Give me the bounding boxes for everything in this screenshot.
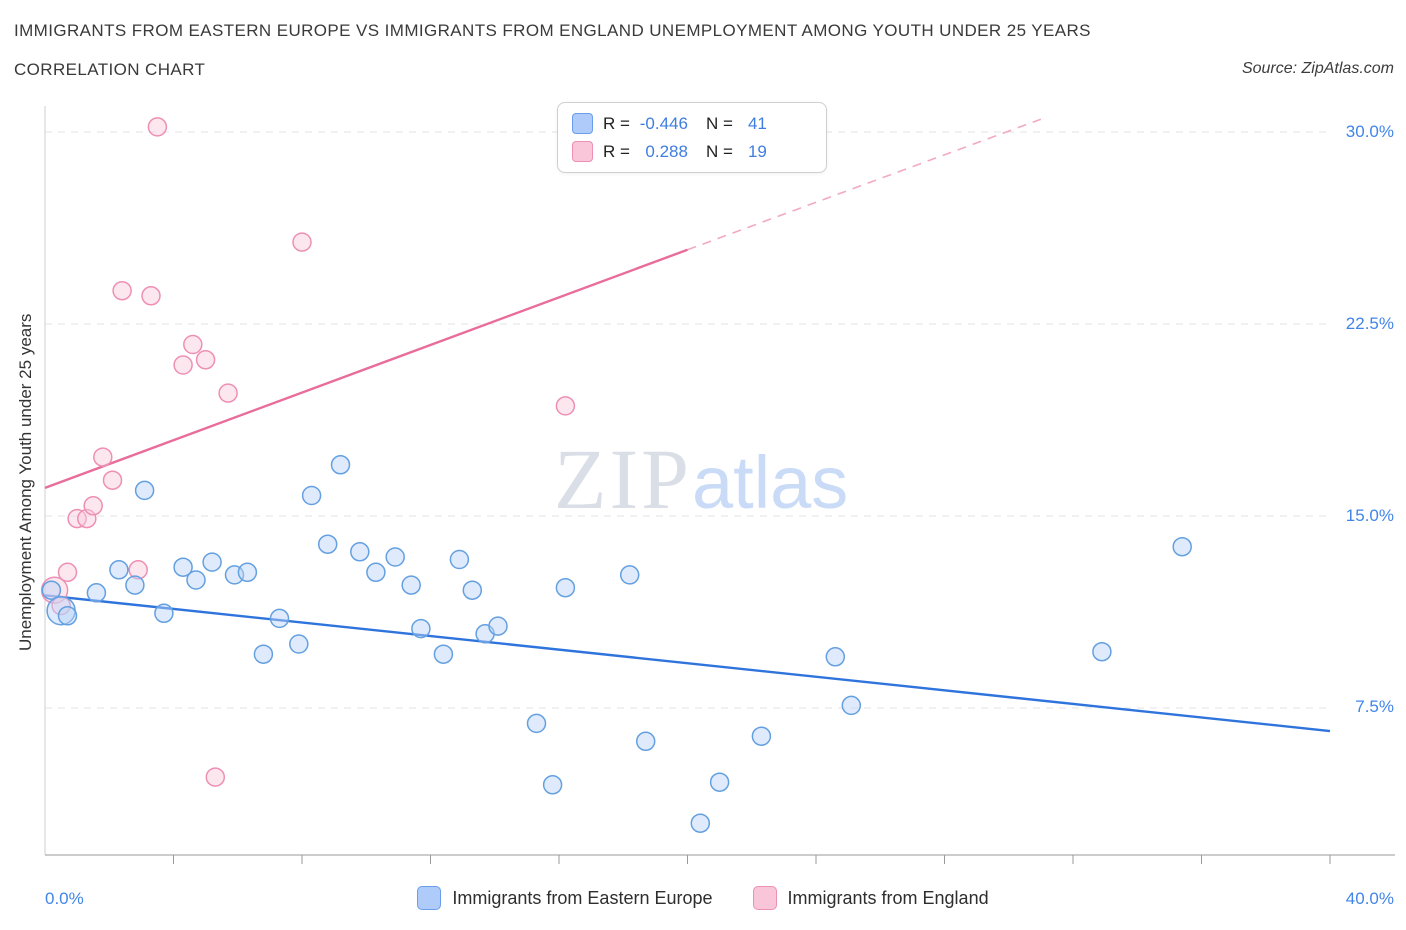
y-tick-label-15: 15.0% — [1345, 506, 1394, 525]
scatter-point — [125, 575, 145, 595]
n-value: 41 — [747, 113, 767, 133]
scatter-point — [526, 713, 547, 734]
scatter-point — [825, 647, 846, 667]
x-tick-label-40: 40.0% — [1345, 889, 1394, 908]
scatter-point — [102, 470, 123, 490]
scatter-point — [433, 644, 454, 664]
scatter-point — [112, 280, 132, 301]
y-tick-label-22-5: 22.5% — [1345, 314, 1394, 333]
scatter-point — [1092, 641, 1112, 662]
n-value: 19 — [747, 141, 767, 161]
pink-legend-swatch-icon — [752, 886, 777, 910]
correlation-row-england: R = 0.288 N = 19 — [572, 141, 812, 162]
n-label: N = — [705, 113, 733, 133]
legend-label: Immigrants from Eastern Europe — [452, 887, 713, 908]
scatter-point — [289, 634, 309, 654]
r-value: -0.446 — [639, 113, 688, 133]
scatter-point — [401, 575, 421, 595]
scatter-point — [186, 570, 206, 590]
blue-legend-swatch-icon — [417, 886, 442, 910]
scatter-point — [462, 580, 483, 600]
correlation-legend-box: R = -0.446 N = 41 R = 0.288 N = 19 — [557, 102, 827, 173]
scatter-point — [690, 813, 711, 833]
scatter-point — [1172, 536, 1192, 557]
scatter-point — [83, 496, 103, 516]
scatter-point — [350, 542, 370, 562]
scatter-point — [751, 726, 772, 746]
scatter-point — [841, 695, 862, 716]
scatter-point — [330, 455, 351, 475]
n-label: N = — [705, 141, 733, 161]
pink-series-swatch-icon — [572, 141, 593, 162]
watermark-zip: ZIP — [554, 431, 692, 527]
scatter-point — [205, 767, 226, 787]
r-value: 0.288 — [645, 141, 688, 161]
scatter-point — [141, 286, 161, 306]
scatter-point — [57, 606, 78, 626]
chart-title: IMMIGRANTS FROM EASTERN EUROPE VS IMMIGR… — [14, 21, 1091, 40]
chart-subtitle: CORRELATION CHART — [14, 60, 206, 79]
scatter-point — [134, 480, 155, 501]
scatter-point — [173, 355, 193, 375]
scatter-point — [411, 618, 431, 639]
source-attribution: Source: ZipAtlas.com — [1241, 60, 1394, 77]
r-label: R = — [603, 113, 630, 133]
scatter-point — [555, 577, 576, 598]
scatter-point — [292, 232, 312, 252]
legend-label: Immigrants from England — [787, 887, 989, 908]
legend-item-eastern-europe: Immigrants from Eastern Europe — [417, 886, 713, 910]
scatter-point — [86, 583, 107, 603]
blue-series-swatch-icon — [572, 113, 593, 134]
scatter-point — [301, 485, 322, 506]
scatter-point — [57, 562, 78, 583]
x-tick-label-0: 0.0% — [45, 889, 84, 908]
scatter-point — [366, 562, 386, 583]
scatter-point — [218, 383, 238, 403]
scatter-point — [195, 350, 216, 370]
scatter-point — [41, 580, 62, 600]
scatter-point — [253, 644, 274, 664]
scatter-point — [237, 562, 258, 583]
scatter-point — [183, 334, 203, 355]
trendline — [44, 248, 688, 489]
scatter-point — [154, 603, 174, 624]
scatter-point — [93, 447, 113, 467]
series-legend: Immigrants from Eastern Europe Immigrant… — [0, 886, 1406, 910]
scatter-point — [449, 549, 470, 570]
watermark: ZIPatlas — [554, 436, 848, 522]
scatter-point — [147, 117, 168, 137]
watermark-atlas: atlas — [692, 441, 849, 524]
scatter-point — [269, 608, 290, 629]
scatter-point — [173, 557, 193, 577]
scatter-point — [202, 552, 222, 572]
scatter-point — [635, 731, 656, 752]
correlation-row-eastern-europe: R = -0.446 N = 41 — [572, 113, 812, 134]
y-tick-label-30: 30.0% — [1345, 122, 1394, 141]
scatter-point — [128, 560, 148, 580]
scatter-point — [709, 772, 730, 792]
scatter-point — [555, 396, 576, 416]
scatter-point — [542, 775, 563, 795]
legend-item-england: Immigrants from England — [752, 886, 989, 910]
scatter-point — [619, 565, 640, 585]
scatter-point — [317, 534, 338, 554]
scatter-point — [109, 560, 129, 580]
scatter-point — [385, 547, 405, 567]
trendline — [44, 594, 1331, 733]
y-tick-label-7-5: 7.5% — [1355, 697, 1394, 716]
r-label: R = — [603, 141, 630, 161]
scatter-point — [488, 616, 508, 636]
